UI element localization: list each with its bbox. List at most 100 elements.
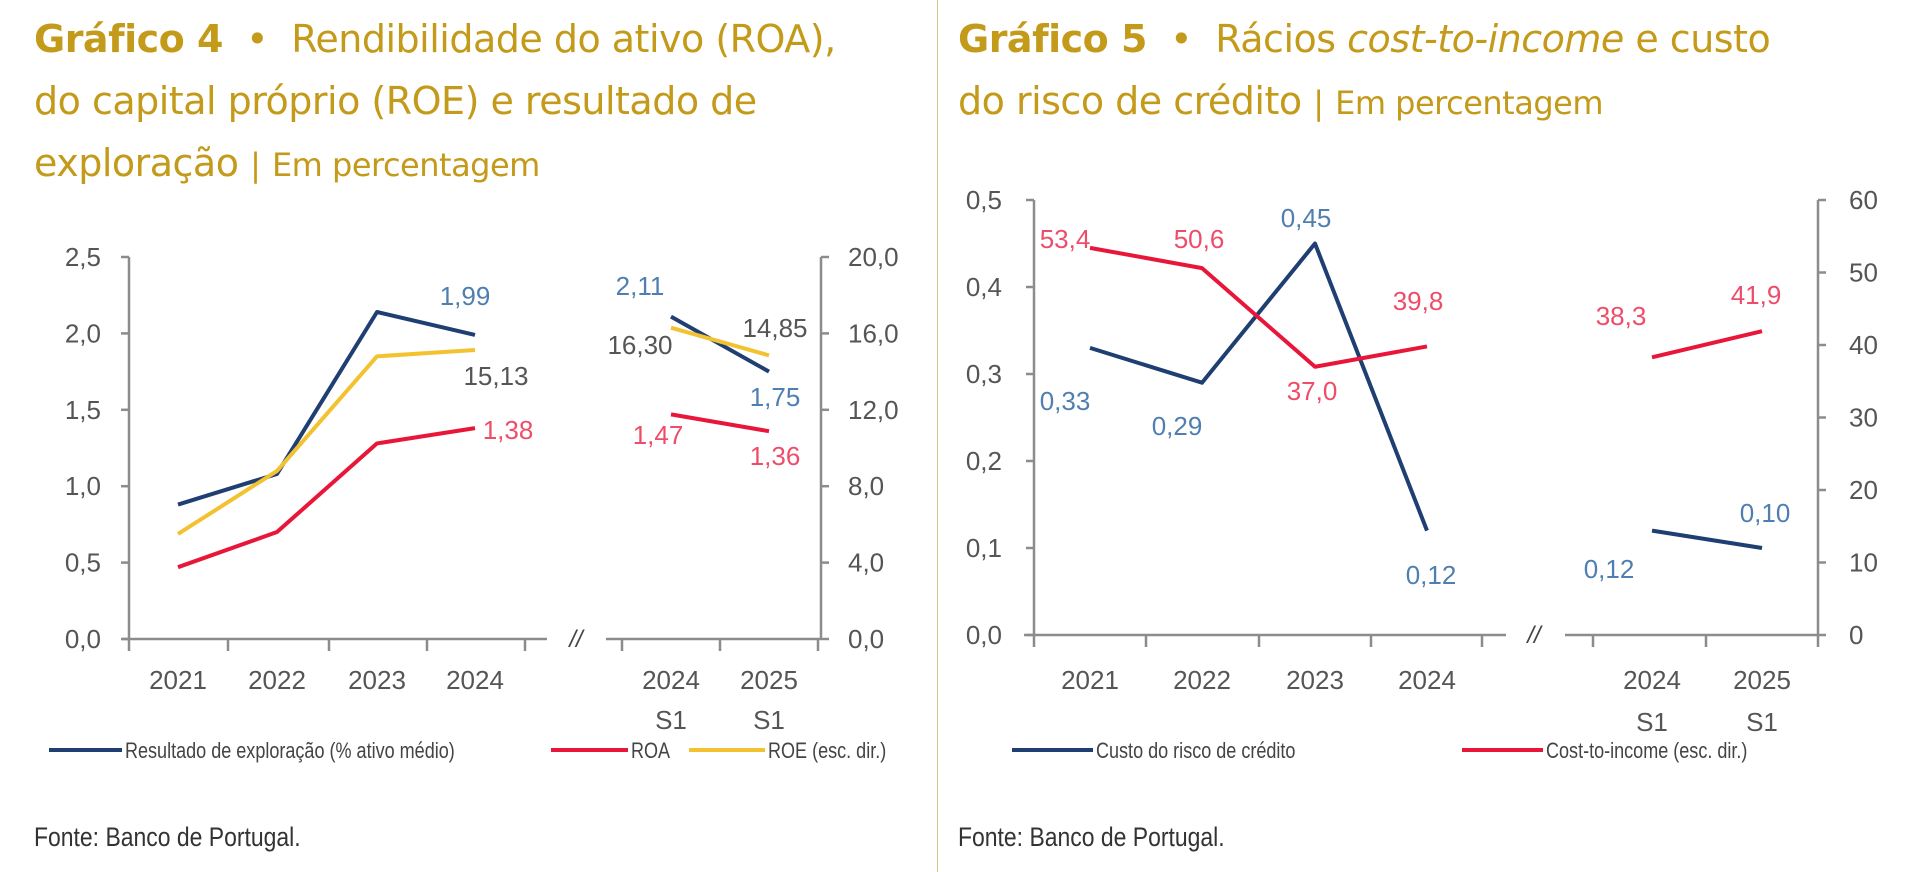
chart5-series-custo-do-risco-de-cr-dito-data-label: 0,29 [1152, 411, 1203, 441]
chart5-y-right-tick-label: 0 [1849, 620, 1863, 650]
title-text: e custo [1635, 17, 1771, 61]
panel-divider [937, 0, 938, 872]
chart4-x-tick-label: 2021 [149, 665, 207, 695]
chart5-y-left-tick-label: 0,4 [966, 272, 1002, 302]
chart4-series-roa-data-label: 1,47 [633, 420, 684, 450]
chart5-axis-break: // [1525, 622, 1543, 649]
chart5-series-custo-do-risco-de-cr-dito-annual-line [1089, 241, 1429, 532]
chart4-x-tick-label-semester: S1 [655, 705, 687, 735]
chart5-series-custo-do-risco-de-cr-dito-data-label: 0,45 [1281, 203, 1332, 233]
chart4-y-left-tick-label: 0,0 [65, 624, 101, 654]
chart4-title: Gráfico 4 • Rendibilidade do ativo (ROA)… [34, 8, 914, 196]
title-italic: cost-to-income [1347, 17, 1624, 61]
chart4-y-left-tick-label: 2,5 [65, 242, 101, 272]
title-text: Rácios [1215, 17, 1336, 61]
chart5-x-tick-label-semester: S1 [1746, 707, 1778, 737]
chart5-series-custo-do-risco-de-cr-dito-data-label: 0,33 [1040, 386, 1091, 416]
chart5-series-cost-to-income-esc-dir-data-label: 41,9 [1731, 280, 1782, 310]
chart4-series-roa-data-label: 1,36 [750, 441, 801, 471]
title-separator: | [250, 146, 261, 184]
chart4-y-right-tick-label: 20,0 [848, 242, 899, 272]
chart5-series-cost-to-income-esc-dir-data-label: 50,6 [1174, 224, 1225, 254]
chart4-x-tick-label: 2025 [740, 665, 798, 695]
chart5-series-cost-to-income-esc-dir-semester-line [1651, 329, 1763, 360]
chart5-series-custo-do-risco-de-cr-dito-semester-line [1651, 528, 1763, 550]
chart4-series-roe-esc-dir-semester-line [670, 325, 770, 358]
chart4-title-number: Gráfico 4 [34, 17, 223, 61]
chart5-y-right-tick-label: 60 [1849, 185, 1878, 215]
title-separator: | [1313, 84, 1324, 122]
chart5-series-custo-do-risco-de-cr-dito-data-label: 0,10 [1740, 498, 1791, 528]
title-text: exploração [34, 141, 239, 185]
chart5-series-cost-to-income-esc-dir-data-label: 37,0 [1287, 376, 1338, 406]
chart5-series-cost-to-income-esc-dir-data-label: 39,8 [1393, 286, 1444, 316]
bullet: • [1170, 17, 1193, 61]
chart4-source: Fonte: Banco de Portugal. [34, 822, 301, 852]
chart5-source: Fonte: Banco de Portugal. [958, 822, 1225, 852]
chart5-x-tick-label: 2023 [1286, 665, 1344, 695]
chart5-y-left-tick-label: 0,5 [966, 185, 1002, 215]
chart4-y-right-tick-label: 8,0 [848, 471, 884, 501]
chart4-y-left-tick-label: 1,5 [65, 395, 101, 425]
chart4-series-roa-annual-line [177, 426, 476, 570]
chart5-y-left-tick-label: 0,3 [966, 359, 1002, 389]
chart5-title-number: Gráfico 5 [958, 17, 1147, 61]
chart4-y-right-tick-label: 0,0 [848, 624, 884, 654]
chart4-legend-label: ROE (esc. dir.) [768, 739, 886, 763]
title-text: do capital próprio (ROE) e resultado de [34, 79, 757, 123]
chart5-series-cost-to-income-esc-dir-data-label: 53,4 [1040, 224, 1091, 254]
chart4-y-right-tick-label: 16,0 [848, 318, 899, 348]
chart4-series-roa-data-label: 1,38 [483, 415, 534, 445]
chart4-series-resultado-de-explora-o-ativo-m-dio-semester-line [670, 314, 770, 374]
chart4-series-resultado-de-explora-o-ativo-m-dio-data-label: 1,75 [750, 382, 801, 412]
chart5-series-cost-to-income-esc-dir-data-label: 38,3 [1596, 301, 1647, 331]
chart4-series-roe-esc-dir-annual-line [176, 348, 476, 536]
chart4-x-tick-label: 2024 [446, 665, 504, 695]
chart4-series-resultado-de-explora-o-ativo-m-dio-data-label: 2,11 [616, 271, 665, 301]
chart5-x-tick-label: 2021 [1061, 665, 1119, 695]
chart4-y-left-tick-label: 2,0 [65, 318, 101, 348]
chart5-y-left-tick-label: 0,0 [966, 620, 1002, 650]
chart4-series-roe-esc-dir-data-label: 15,13 [463, 361, 528, 391]
chart5-x-tick-label-semester: S1 [1636, 707, 1668, 737]
chart4-x-tick-label: 2023 [348, 665, 406, 695]
chart4-y-left-tick-label: 1,0 [65, 471, 101, 501]
chart5-y-right-tick-label: 20 [1849, 475, 1878, 505]
chart5-x-tick-label: 2024 [1398, 665, 1456, 695]
chart4-series-resultado-de-explora-o-ativo-m-dio-annual-line [177, 310, 476, 507]
chart5-y-right-tick-label: 30 [1849, 403, 1878, 433]
chart5-series-cost-to-income-esc-dir-annual-line [1089, 245, 1428, 369]
chart4-y-right-tick-label: 4,0 [848, 548, 884, 578]
chart5-y-right-tick-label: 40 [1849, 330, 1878, 360]
chart5-y-left-tick-label: 0,1 [966, 533, 1002, 563]
chart5-y-left-tick-label: 0,2 [966, 446, 1002, 476]
title-unit: Em percentagem [1335, 84, 1603, 122]
title-unit: Em percentagem [271, 146, 540, 184]
chart4-x-tick-label-semester: S1 [753, 705, 785, 735]
chart4-x-tick-label: 2022 [248, 665, 306, 695]
bullet: • [246, 17, 269, 61]
chart4-y-right-tick-label: 12,0 [848, 395, 899, 425]
chart4-series-roa-semester-line [670, 412, 770, 434]
chart5-x-tick-label: 2022 [1173, 665, 1231, 695]
chart4-legend-label: ROA [631, 739, 671, 763]
chart4-series-resultado-de-explora-o-ativo-m-dio-data-label: 1,99 [440, 281, 491, 311]
chart5-y-right-tick-label: 50 [1849, 258, 1878, 288]
chart5-title: Gráfico 5 • Rácios cost-to-income e cust… [958, 8, 1898, 134]
chart5-x-tick-label: 2024 [1623, 665, 1681, 695]
chart5-legend-label: Custo do risco de crédito [1096, 739, 1295, 763]
chart4-y-left-tick-label: 0,5 [65, 548, 101, 578]
chart4-series-roe-esc-dir-data-label: 14,85 [742, 313, 807, 343]
chart5-series-custo-do-risco-de-cr-dito-data-label: 0,12 [1406, 560, 1457, 590]
chart5-x-tick-label: 2025 [1733, 665, 1791, 695]
title-text: Rendibilidade do ativo (ROA), [291, 17, 836, 61]
chart4-series-roe-esc-dir-data-label: 16,30 [607, 330, 672, 360]
chart5-legend-label: Cost-to-income (esc. dir.) [1546, 739, 1747, 763]
title-text: do risco de crédito [958, 79, 1302, 123]
chart5-y-right-tick-label: 10 [1849, 548, 1878, 578]
chart4-legend-label: Resultado de exploração (% ativo médio) [125, 739, 455, 763]
chart5-series-custo-do-risco-de-cr-dito-data-label: 0,12 [1584, 554, 1635, 584]
chart4-axis-break: // [567, 626, 585, 653]
chart4-x-tick-label: 2024 [642, 665, 700, 695]
